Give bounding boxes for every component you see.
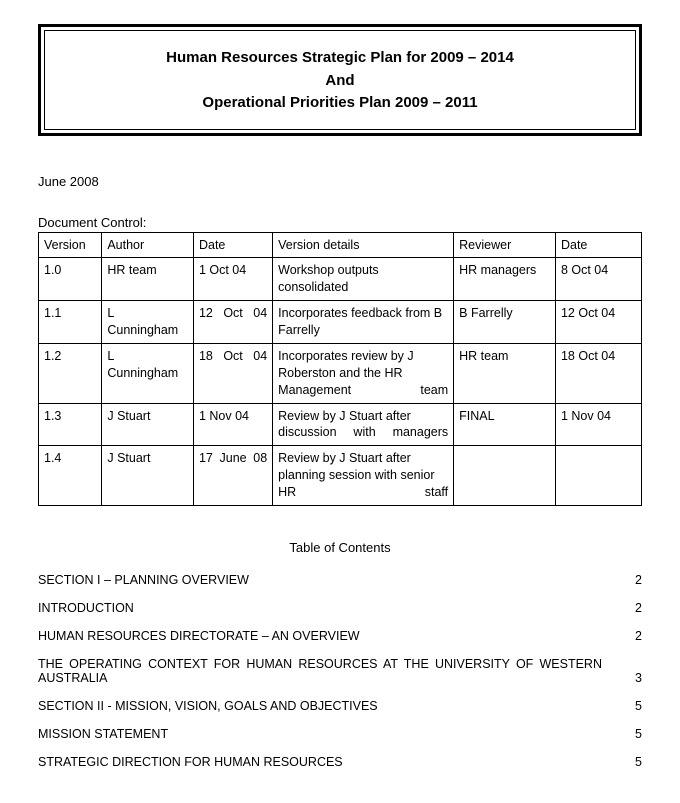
document-page: Human Resources Strategic Plan for 2009 … (0, 0, 680, 803)
document-date: June 2008 (38, 174, 642, 189)
table-cell: J Stuart (102, 446, 194, 506)
toc-entry: SECTION I – PLANNING OVERVIEW2 (38, 573, 642, 587)
toc-entry-page: 5 (622, 727, 642, 741)
table-cell: Incorporates review by J Roberston and t… (273, 343, 454, 403)
toc-entry-page: 3 (622, 671, 642, 685)
table-cell: FINAL (454, 403, 556, 446)
doc-control-body: 1.0HR team1 Oct 04Workshop outputs conso… (39, 258, 642, 506)
table-cell: 1.1 (39, 301, 102, 344)
toc-entry: MISSION STATEMENT5 (38, 727, 642, 741)
table-row: 1.4J Stuart17 June 08Review by J Stuart … (39, 446, 642, 506)
table-cell: J Stuart (102, 403, 194, 446)
doc-control-col-header: Date (555, 232, 641, 258)
toc-entry-page: 2 (622, 629, 642, 643)
table-row: 1.3J Stuart1 Nov 04Review by J Stuart af… (39, 403, 642, 446)
title-frame-outer: Human Resources Strategic Plan for 2009 … (38, 24, 642, 136)
table-cell (454, 446, 556, 506)
table-cell: Workshop outputs consolidated (273, 258, 454, 301)
toc-list: SECTION I – PLANNING OVERVIEW2INTRODUCTI… (38, 573, 642, 769)
doc-control-col-header: Version (39, 232, 102, 258)
toc-entry-text: THE OPERATING CONTEXT FOR HUMAN RESOURCE… (38, 657, 622, 685)
table-cell: 1.3 (39, 403, 102, 446)
table-cell: 1 Nov 04 (193, 403, 272, 446)
table-cell: B Farrelly (454, 301, 556, 344)
table-cell: Incorporates feedback from B Farrelly (273, 301, 454, 344)
toc-entry: INTRODUCTION2 (38, 601, 642, 615)
toc-entry-page: 5 (622, 755, 642, 769)
toc-entry-text: STRATEGIC DIRECTION FOR HUMAN RESOURCES (38, 755, 622, 769)
table-cell: 1.4 (39, 446, 102, 506)
toc-entry-text: INTRODUCTION (38, 601, 622, 615)
toc-entry-page: 5 (622, 699, 642, 713)
table-cell: 8 Oct 04 (555, 258, 641, 301)
table-row: 1.0HR team1 Oct 04Workshop outputs conso… (39, 258, 642, 301)
doc-control-table: VersionAuthorDateVersion detailsReviewer… (38, 232, 642, 506)
table-cell: 1 Oct 04 (193, 258, 272, 301)
table-cell (555, 446, 641, 506)
title-line-2: And (55, 70, 625, 93)
toc-entry-page: 2 (622, 601, 642, 615)
doc-control-head: VersionAuthorDateVersion detailsReviewer… (39, 232, 642, 258)
table-cell: 12 Oct 04 (555, 301, 641, 344)
table-cell: 18 Oct 04 (555, 343, 641, 403)
table-cell: 17 June 08 (193, 446, 272, 506)
table-row: 1.1L Cunningham12 Oct 04Incorporates fee… (39, 301, 642, 344)
doc-control-col-header: Reviewer (454, 232, 556, 258)
toc-entry-text: SECTION II - MISSION, VISION, GOALS AND … (38, 699, 622, 713)
toc-entry-text: HUMAN RESOURCES DIRECTORATE – AN OVERVIE… (38, 629, 622, 643)
table-cell: HR managers (454, 258, 556, 301)
table-row: 1.2L Cunningham18 Oct 04Incorporates rev… (39, 343, 642, 403)
toc-entry: HUMAN RESOURCES DIRECTORATE – AN OVERVIE… (38, 629, 642, 643)
toc-entry: THE OPERATING CONTEXT FOR HUMAN RESOURCE… (38, 657, 642, 685)
table-cell: 1 Nov 04 (555, 403, 641, 446)
table-cell: Review by J Stuart after discussion with… (273, 403, 454, 446)
doc-control-label: Document Control: (38, 215, 642, 230)
doc-control-col-header: Author (102, 232, 194, 258)
doc-control-col-header: Date (193, 232, 272, 258)
toc-entry-text: MISSION STATEMENT (38, 727, 622, 741)
toc-entry: SECTION II - MISSION, VISION, GOALS AND … (38, 699, 642, 713)
table-cell: HR team (454, 343, 556, 403)
table-cell: Review by J Stuart after planning sessio… (273, 446, 454, 506)
table-cell: L Cunningham (102, 301, 194, 344)
table-cell: 1.0 (39, 258, 102, 301)
table-cell: L Cunningham (102, 343, 194, 403)
title-line-3: Operational Priorities Plan 2009 – 2011 (55, 92, 625, 115)
toc-entry-page: 2 (622, 573, 642, 587)
title-line-1: Human Resources Strategic Plan for 2009 … (55, 47, 625, 70)
table-cell: 12 Oct 04 (193, 301, 272, 344)
table-cell: HR team (102, 258, 194, 301)
toc-heading: Table of Contents (38, 540, 642, 555)
table-cell: 18 Oct 04 (193, 343, 272, 403)
table-cell: 1.2 (39, 343, 102, 403)
toc-entry: STRATEGIC DIRECTION FOR HUMAN RESOURCES5 (38, 755, 642, 769)
doc-control-col-header: Version details (273, 232, 454, 258)
toc-entry-text: SECTION I – PLANNING OVERVIEW (38, 573, 622, 587)
title-frame-inner: Human Resources Strategic Plan for 2009 … (44, 30, 636, 130)
doc-control-header-row: VersionAuthorDateVersion detailsReviewer… (39, 232, 642, 258)
